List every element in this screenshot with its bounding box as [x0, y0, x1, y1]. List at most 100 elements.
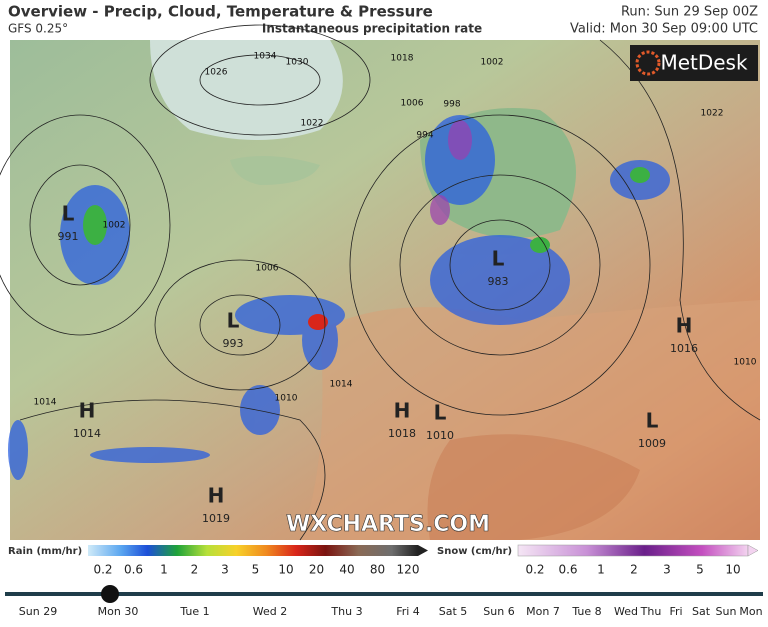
- pressure-center-type: H: [676, 314, 693, 338]
- rain-area: [240, 385, 280, 435]
- isobar: [29, 164, 131, 286]
- pressure-center-value: 1009: [638, 437, 666, 450]
- snow-tick-label: 0.2: [525, 563, 544, 577]
- pressure-center-value: 1018: [388, 427, 416, 440]
- pressure-center-value: 991: [58, 230, 79, 243]
- snow-area: [430, 195, 450, 225]
- title: Overview - Precip, Cloud, Temperature & …: [8, 3, 433, 21]
- isobar-label: 1026: [205, 68, 228, 78]
- pressure-centers: L 991 L 983 L 993 H 1016 H 1014 H 1018 L 1010 L 1009 H 10…: [58, 202, 699, 526]
- rain-tick-label: 5: [252, 563, 260, 577]
- rain-tick-label: 120: [397, 563, 420, 577]
- logo-box: [630, 45, 758, 81]
- snow-tick-label: 1: [597, 563, 605, 577]
- timeline-day[interactable]: Sun 6: [483, 605, 514, 618]
- timeline-day[interactable]: Sat 5: [439, 605, 468, 618]
- snow-tick-label: 3: [663, 563, 671, 577]
- rain-tick-label: 20: [309, 563, 324, 577]
- isobar-label: 1006: [401, 99, 424, 109]
- isobar-label: 1022: [301, 119, 324, 129]
- timeline-day[interactable]: Mon 30: [98, 605, 139, 618]
- pressure-center-type: H: [208, 484, 225, 508]
- isobar-label: 1018: [391, 54, 414, 64]
- isobar-label: 1002: [481, 58, 504, 68]
- rain-area: [430, 235, 570, 325]
- snow-tick-label: 2: [630, 563, 638, 577]
- pressure-center-value: 1014: [73, 427, 101, 440]
- timeline-day[interactable]: Fri: [669, 605, 682, 618]
- heavy-precipitation: [83, 167, 650, 330]
- isobar-label: 1014: [34, 398, 57, 408]
- timeline-day[interactable]: Sat: [692, 605, 711, 618]
- timeline-day[interactable]: Wed: [614, 605, 638, 618]
- rain-tick-label: 2: [191, 563, 199, 577]
- subtitle: Instantaneous precipitation rate: [262, 22, 482, 36]
- timeline-day[interactable]: Sun 29: [19, 605, 57, 618]
- pressure-center-type: L: [62, 202, 75, 226]
- isobar-label: 998: [443, 100, 460, 110]
- iceland: [230, 156, 320, 185]
- pressure-center-value: 993: [223, 337, 244, 350]
- rain-core: [630, 167, 650, 183]
- timeline-day[interactable]: Tue 1: [179, 605, 209, 618]
- timeline[interactable]: Sun 29 Mon 30 Tue 1 Wed 2 Thu 3 Fri 4 Sat 5 Sun…: [5, 585, 763, 618]
- rain-tick-label: 3: [221, 563, 229, 577]
- rain-tick-label: 10: [278, 563, 293, 577]
- timeline-day[interactable]: Wed 2: [253, 605, 287, 618]
- timeline-day[interactable]: Thu: [640, 605, 662, 618]
- rain-core: [308, 314, 328, 330]
- snow-areas: [430, 120, 472, 225]
- legend: Rain (mm/hr) Snow (cm/hr) 0.2 0.6 1 2 3 5 10 20…: [8, 544, 759, 577]
- rain-tick-label: 80: [370, 563, 385, 577]
- rain-legend-title: Rain (mm/hr): [8, 546, 82, 557]
- pressure-center-type: L: [646, 409, 659, 433]
- pressure-center-type: L: [227, 309, 240, 333]
- rain-core: [83, 205, 107, 245]
- pressure-center-type: H: [79, 399, 96, 423]
- pressure-center-value: 983: [488, 275, 509, 288]
- isobar: [0, 114, 171, 336]
- isobar-label: 1014: [330, 380, 353, 390]
- rain-tick-label: 40: [339, 563, 354, 577]
- snow-tick-label: 5: [696, 563, 704, 577]
- greenland: [150, 40, 343, 140]
- timeline-day[interactable]: Sun: [716, 605, 737, 618]
- rain-tick-label: 0.6: [124, 563, 143, 577]
- timeline-knob[interactable]: [101, 585, 119, 603]
- logo-text: MetDesk: [660, 51, 748, 75]
- pressure-center-value: 1016: [670, 342, 698, 355]
- isobars: [0, 24, 761, 541]
- isobar-label: 994: [416, 131, 433, 141]
- valid-time: Valid: Mon 30 Sep 09:00 UTC: [570, 22, 758, 37]
- isobar: [449, 219, 551, 311]
- pressure-center-type: L: [492, 247, 505, 271]
- isobar: [599, 39, 761, 421]
- timeline-day[interactable]: Mon: [739, 605, 762, 618]
- rain-tick-label: 1: [160, 563, 168, 577]
- logo-icon: [635, 50, 661, 76]
- timeline-day[interactable]: Tue 8: [571, 605, 601, 618]
- isobar-label: 1002: [103, 221, 126, 231]
- isobar-label: 1010: [275, 394, 298, 404]
- pressure-center-value: 1010: [426, 429, 454, 442]
- isobar: [19, 399, 326, 541]
- rain-area: [90, 447, 210, 463]
- isobar-labels: 1034 1030 1026 1022 1018 1002 998 994 1006 1010 10…: [34, 52, 757, 408]
- snow-tick-label: 0.6: [558, 563, 577, 577]
- pressure-center-value: 1019: [202, 512, 230, 525]
- mediterranean: [427, 434, 640, 540]
- isobar-label: 1006: [256, 264, 279, 274]
- isobar: [199, 294, 281, 356]
- map: L991L983L993H1016H1014H1018L1010L1009H10…: [0, 24, 761, 541]
- pressure-center-type: L: [434, 401, 447, 425]
- isobar: [149, 24, 371, 136]
- isobar: [349, 114, 651, 416]
- timeline-day[interactable]: Thu 3: [330, 605, 362, 618]
- timeline-day[interactable]: Mon 7: [526, 605, 560, 618]
- run-time: Run: Sun 29 Sep 00Z: [621, 5, 758, 20]
- isobar: [199, 54, 321, 106]
- timeline-day[interactable]: Fri 4: [396, 605, 420, 618]
- snow-area: [448, 120, 472, 160]
- isobar: [154, 259, 326, 391]
